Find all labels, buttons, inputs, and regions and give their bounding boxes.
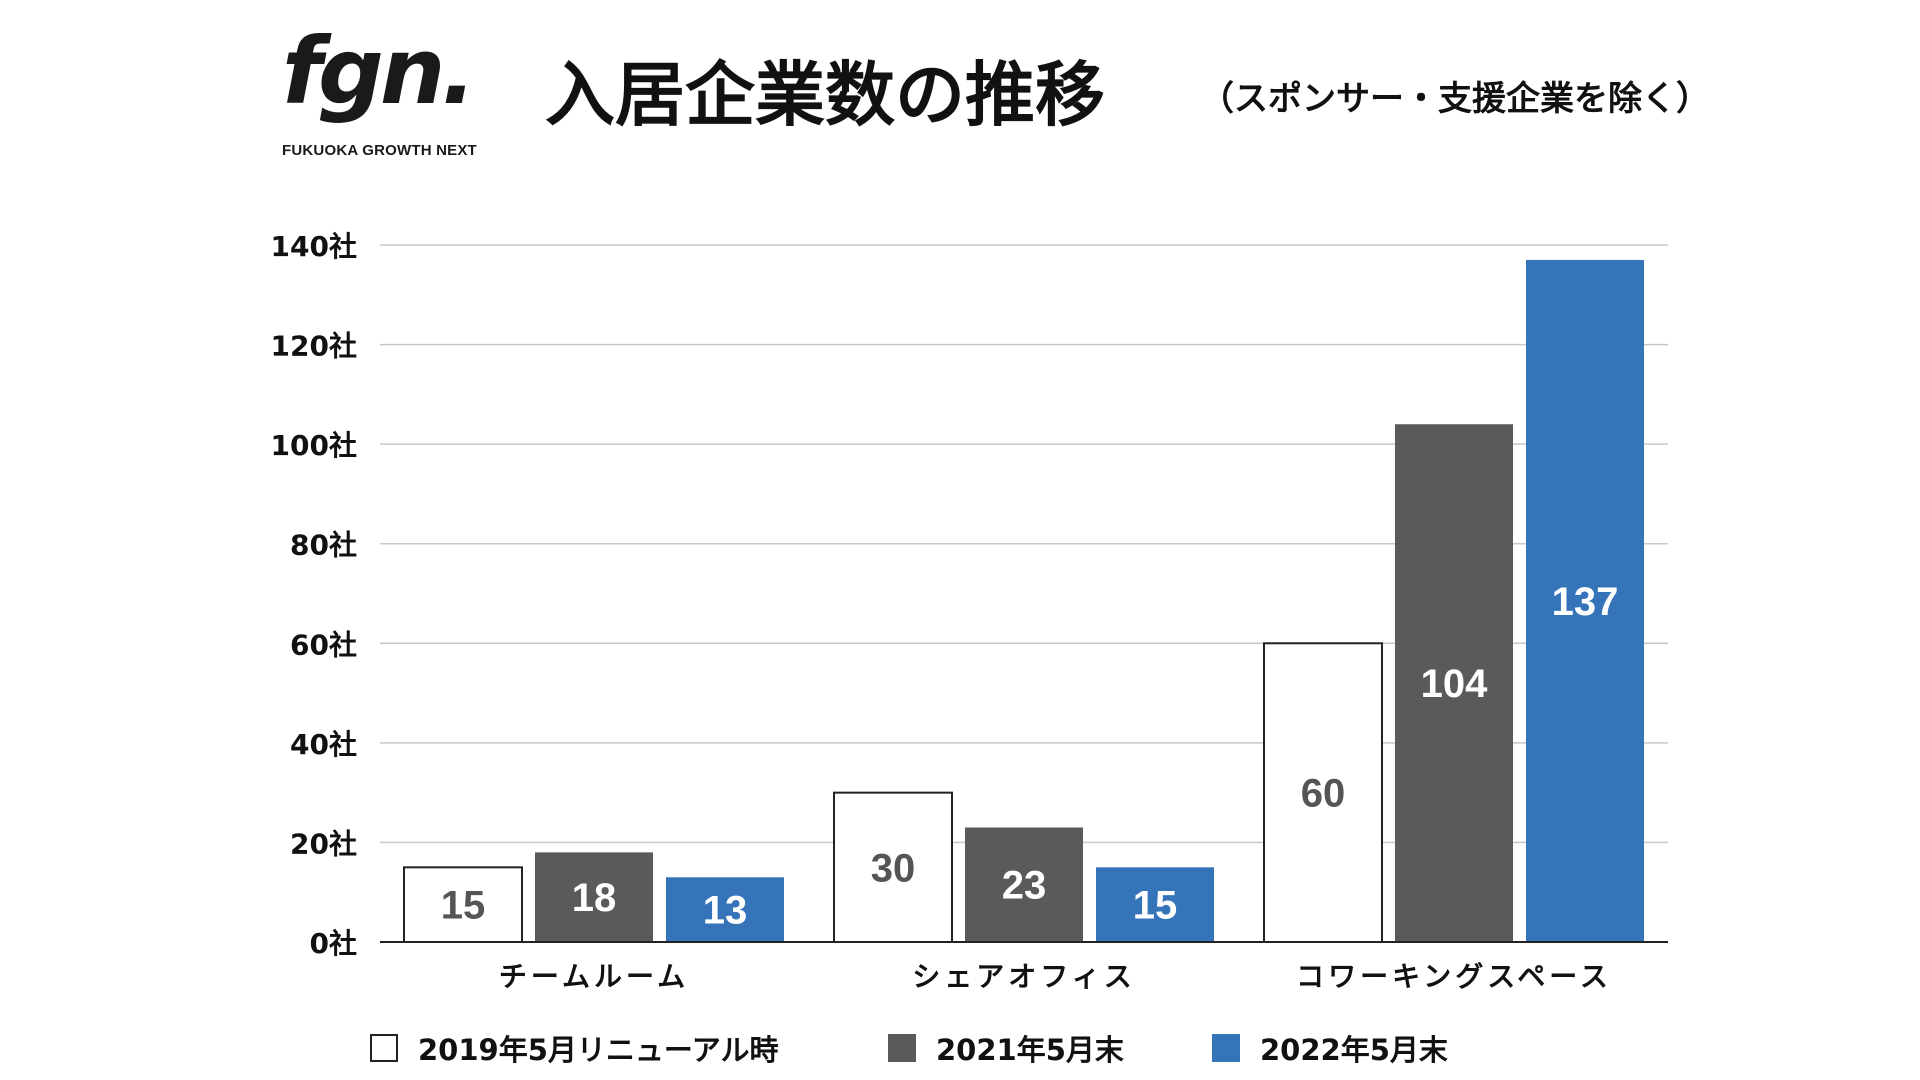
data-label: 15 <box>1133 884 1178 928</box>
x-tick-label: シェアオフィス <box>912 960 1135 993</box>
legend-label-2021: 2021年5月末 <box>936 1027 1124 1069</box>
bar-chart: 0社 20社 40社 60社 80社 100社 120社 140社 15 30 60 18 23 104 1… <box>0 0 1920 1080</box>
y-tick-label: 20社 <box>290 827 357 860</box>
y-tick-label: 100社 <box>271 429 357 462</box>
y-tick-label: 140社 <box>271 230 357 263</box>
x-tick-label: チームルーム <box>499 960 689 993</box>
data-label: 60 <box>1301 772 1346 816</box>
legend-item-2022: 2022年5月末 <box>1212 1028 1448 1068</box>
data-label: 18 <box>572 876 617 920</box>
y-tick-label: 0社 <box>310 927 357 960</box>
y-tick-label: 120社 <box>271 330 357 363</box>
data-label: 137 <box>1552 580 1619 624</box>
x-tick-label: コワーキングスペース <box>1296 960 1612 993</box>
data-label: 13 <box>703 889 748 933</box>
y-tick-label: 40社 <box>290 728 357 761</box>
legend-swatch-2019 <box>370 1034 398 1062</box>
data-label: 15 <box>441 884 486 928</box>
legend-swatch-2021 <box>888 1034 916 1062</box>
legend-item-2019: 2019年5月リニューアル時 <box>370 1028 778 1068</box>
legend-swatch-2022 <box>1212 1034 1240 1062</box>
data-label: 23 <box>1002 864 1047 908</box>
legend-item-2021: 2021年5月末 <box>888 1028 1124 1068</box>
y-tick-label: 80社 <box>290 529 357 562</box>
legend-label-2019: 2019年5月リニューアル時 <box>418 1027 778 1069</box>
y-tick-label: 60社 <box>290 628 357 661</box>
legend-label-2022: 2022年5月末 <box>1260 1027 1448 1069</box>
data-label: 30 <box>871 846 916 890</box>
data-label: 104 <box>1421 662 1488 706</box>
